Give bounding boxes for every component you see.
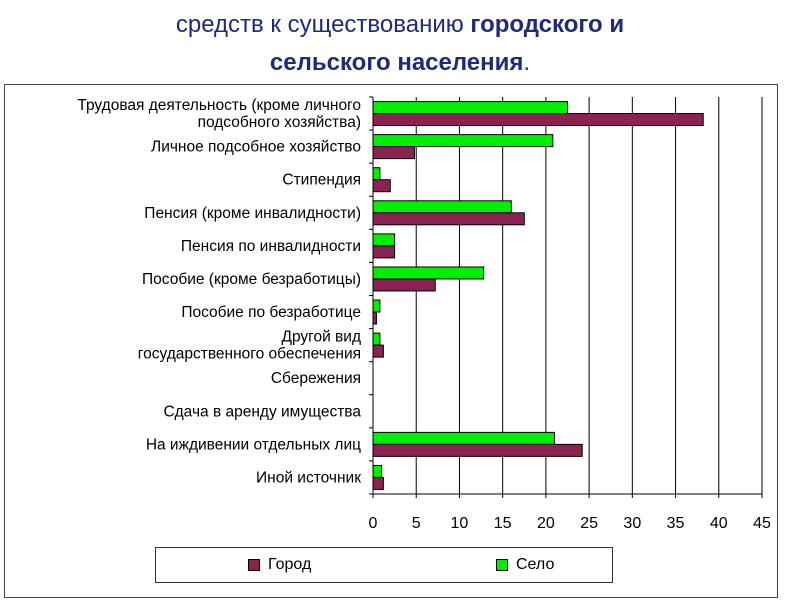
title-line-2-plain: . <box>523 49 531 76</box>
x-tick-label-10: 10 <box>451 515 469 532</box>
bar-gorod-10 <box>372 443 583 457</box>
x-tick-label-5: 5 <box>412 515 421 532</box>
bar-selo-6 <box>372 299 381 313</box>
chart-legend: Город Село <box>155 547 613 583</box>
bar-gorod-0 <box>372 113 704 127</box>
bar-gorod-4 <box>372 245 396 259</box>
category-label-11: Иной источник <box>256 469 361 486</box>
legend-label-city: Город <box>268 556 312 573</box>
category-label-5: Пособие (кроме безработицы) <box>142 271 361 288</box>
category-label-8: Сбережения <box>271 370 361 387</box>
bar-selo-4 <box>372 233 396 247</box>
title-line-2-bold: сельского населения <box>269 49 524 76</box>
bar-gorod-6 <box>372 311 377 325</box>
bar-selo-5 <box>372 266 485 280</box>
x-tick-label-45: 45 <box>753 515 771 532</box>
bar-gorod-11 <box>372 476 384 490</box>
title-line-1: средств к существованию городского и <box>0 8 800 42</box>
category-label-0-line-1: подсобного хозяйства) <box>198 114 361 131</box>
bar-selo-7 <box>372 332 381 346</box>
bar-selo-2 <box>372 167 381 181</box>
category-label-4: Пенсия по инвалидности <box>181 238 361 255</box>
category-label-10: На иждивении отдельных лиц <box>146 436 361 453</box>
chart-frame <box>4 84 778 598</box>
x-tick-label-25: 25 <box>580 515 598 532</box>
category-label-7-line-0: Другой вид <box>281 329 361 346</box>
bar-gorod-3 <box>372 212 525 226</box>
bar-selo-0 <box>372 101 568 115</box>
bar-selo-1 <box>372 134 554 148</box>
category-label-9: Сдача в аренду имущества <box>163 403 361 420</box>
bar-selo-11 <box>372 464 383 478</box>
title-line-1-plain: средств к существованию <box>175 11 471 38</box>
bar-gorod-7 <box>372 344 384 358</box>
category-label-7-line-1: государственного обеспечения <box>138 346 361 363</box>
x-tick-label-40: 40 <box>710 515 728 532</box>
category-label-6: Пособие по безработице <box>181 304 361 321</box>
title-line-1-bold: городского и <box>470 11 625 38</box>
bar-selo-3 <box>372 200 512 214</box>
x-tick-label-35: 35 <box>667 515 685 532</box>
bar-gorod-5 <box>372 278 436 292</box>
bar-selo-10 <box>372 431 556 445</box>
bar-gorod-1 <box>372 146 415 160</box>
category-label-3: Пенсия (кроме инвалидности) <box>144 205 361 222</box>
category-label-0-line-0: Трудовая деятельность (кроме личного <box>77 97 361 114</box>
category-label-2: Стипендия <box>282 172 361 189</box>
x-tick-label-20: 20 <box>537 515 555 532</box>
x-tick-label-30: 30 <box>623 515 641 532</box>
category-label-1: Личное подсобное хозяйство <box>151 139 361 156</box>
legend-swatch-city <box>248 559 260 571</box>
x-tick-label-15: 15 <box>494 515 512 532</box>
title-line-2: сельского населения. <box>0 46 800 80</box>
legend-label-village: Село <box>516 556 555 573</box>
legend-swatch-village <box>496 559 508 571</box>
x-tick-label-0: 0 <box>369 515 378 532</box>
bar-gorod-2 <box>372 179 391 193</box>
